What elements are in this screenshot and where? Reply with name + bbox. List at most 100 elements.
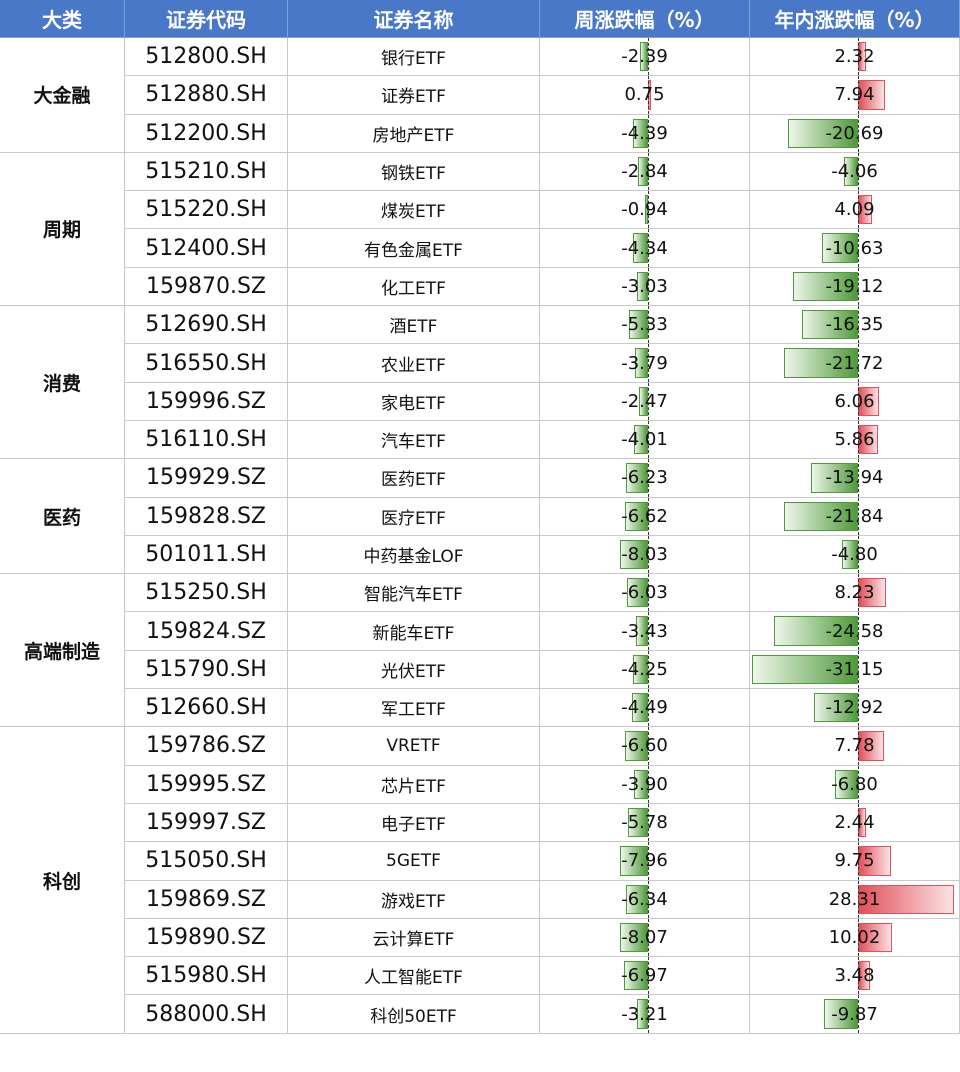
ytd-cell: -9.87	[750, 995, 960, 1034]
header-cell: 年内涨跌幅（%）	[750, 0, 960, 38]
week-cell: -2.39	[540, 38, 750, 77]
axis-line	[858, 459, 859, 497]
week-cell: -4.49	[540, 689, 750, 728]
value-text: 5.86	[834, 429, 875, 451]
axis-line	[858, 76, 859, 114]
week-cell: -3.90	[540, 765, 750, 804]
code-cell: 512800.SH	[125, 38, 288, 77]
value-text: -12.92	[825, 697, 884, 719]
cell-text: 化工ETF	[381, 278, 446, 299]
ytd-cell: -24.58	[750, 612, 960, 651]
week-cell: -7.96	[540, 842, 750, 881]
axis-line	[858, 574, 859, 612]
value-text: -6.60	[621, 735, 668, 757]
value-text: 8.23	[834, 582, 875, 604]
cell-text: 游戏ETF	[381, 891, 446, 912]
data-bar	[627, 807, 648, 838]
data-bar	[632, 693, 648, 723]
cell-text: 光伏ETF	[381, 661, 446, 682]
value-text: -7.96	[621, 850, 668, 872]
data-bar	[626, 578, 648, 608]
cell-text: 周期	[42, 219, 81, 242]
cell-text: 159824.SZ	[145, 618, 266, 644]
axis-line	[858, 497, 859, 535]
data-bar	[619, 922, 648, 953]
cell-text: 501011.SH	[145, 541, 267, 567]
axis-line	[858, 765, 859, 803]
data-bar	[639, 386, 648, 416]
data-bar	[810, 463, 858, 493]
ytd-cell: -6.80	[750, 765, 960, 804]
ytd-cell: 28.31	[750, 880, 960, 919]
value-text: 9.75	[834, 850, 875, 872]
value-text: 7.94	[834, 84, 875, 106]
week-cell: -6.03	[540, 574, 750, 613]
axis-line	[858, 803, 859, 842]
value-text: -6.62	[621, 505, 668, 527]
cell-text: 512880.SH	[145, 82, 267, 108]
code-cell: 159995.SZ	[125, 765, 288, 804]
axis-line	[858, 842, 859, 880]
data-bar	[635, 616, 648, 646]
axis-line	[648, 918, 649, 957]
cell-text: 515220.SH	[145, 197, 267, 223]
value-text: 0.75	[624, 84, 665, 106]
data-bar	[626, 463, 648, 493]
data-bar	[792, 271, 858, 302]
name-cell: 游戏ETF	[288, 880, 540, 919]
week-cell: -0.94	[540, 191, 750, 230]
data-bar	[752, 654, 858, 685]
ytd-cell: 4.09	[750, 191, 960, 230]
week-cell: -6.23	[540, 459, 750, 498]
ytd-cell: 9.75	[750, 842, 960, 881]
cell-text: 5GETF	[386, 850, 441, 871]
name-cell: 医药ETF	[288, 459, 540, 498]
ytd-cell: -20.69	[750, 114, 960, 153]
week-cell: -3.21	[540, 995, 750, 1034]
axis-line	[858, 191, 859, 229]
name-cell: 钢铁ETF	[288, 152, 540, 192]
cell-text: 证券代码	[166, 8, 246, 32]
value-text: -4.39	[621, 122, 668, 144]
data-bar	[814, 693, 858, 723]
week-cell: -5.33	[540, 306, 750, 345]
data-bar	[619, 539, 648, 570]
code-cell: 159996.SZ	[125, 382, 288, 421]
code-cell: 159929.SZ	[125, 459, 288, 498]
data-bar	[624, 501, 648, 531]
cell-text: 周涨跌幅（%）	[574, 8, 715, 32]
value-text: -4.06	[831, 161, 878, 183]
value-text: -3.79	[621, 352, 668, 374]
value-text: -21.72	[825, 352, 884, 374]
data-bar	[824, 999, 858, 1029]
axis-line	[648, 842, 649, 880]
name-cell: 光伏ETF	[288, 650, 540, 690]
axis-line	[858, 152, 859, 191]
cell-text: 512660.SH	[145, 695, 267, 721]
axis-line	[858, 420, 859, 459]
axis-line	[858, 650, 859, 689]
axis-line	[858, 382, 859, 420]
code-cell: 515210.SH	[125, 152, 288, 192]
ytd-cell: -21.72	[750, 344, 960, 383]
name-cell: 军工ETF	[288, 689, 540, 728]
week-cell: -8.03	[540, 535, 750, 575]
cell-text: 消费	[42, 372, 81, 395]
data-bar	[629, 310, 648, 340]
axis-line	[648, 995, 649, 1033]
value-text: -4.49	[621, 697, 668, 719]
cell-text: 515250.SH	[145, 580, 267, 606]
ytd-cell: -12.92	[750, 689, 960, 728]
cell-text: 芯片ETF	[381, 776, 446, 797]
value-text: -6.23	[621, 467, 668, 489]
group-cell: 周期	[0, 152, 125, 307]
value-text: -2.39	[621, 46, 668, 68]
axis-line	[858, 344, 859, 382]
value-text: -2.84	[621, 161, 668, 183]
value-text: 28.31	[828, 888, 881, 910]
ytd-cell: 8.23	[750, 574, 960, 613]
data-bar	[624, 731, 648, 761]
week-cell: -2.84	[540, 152, 750, 192]
data-bar	[634, 348, 648, 378]
value-text: 2.32	[834, 46, 875, 68]
